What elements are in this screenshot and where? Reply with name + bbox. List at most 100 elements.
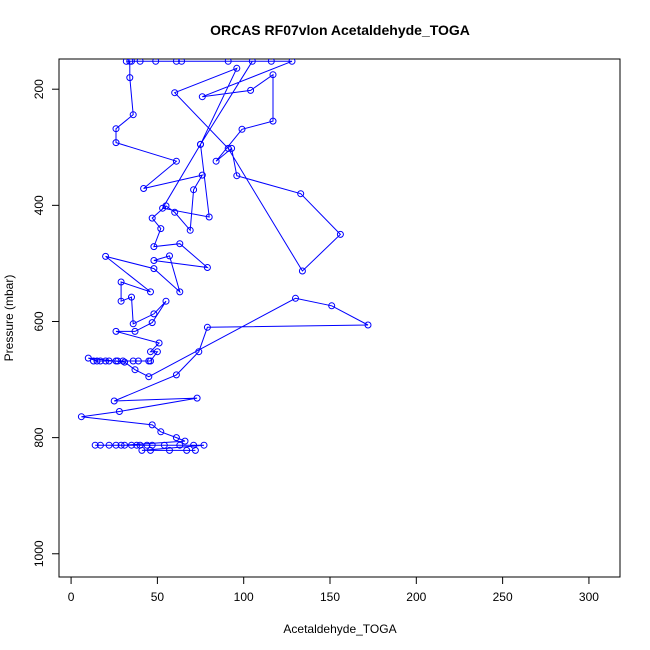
data-point xyxy=(364,321,372,329)
data-point xyxy=(288,59,296,65)
data-point xyxy=(131,327,139,335)
plot-frame xyxy=(58,58,621,578)
data-point xyxy=(131,366,139,374)
data-point xyxy=(129,357,137,365)
plot-area xyxy=(77,59,372,454)
data-point xyxy=(186,226,194,234)
data-point xyxy=(176,288,184,296)
data-point xyxy=(172,434,180,442)
data-point xyxy=(155,339,163,347)
data-point xyxy=(112,125,120,133)
data-point xyxy=(193,394,201,402)
data-point xyxy=(195,348,203,356)
data-point xyxy=(148,319,156,327)
data-point xyxy=(115,408,123,415)
data-point xyxy=(129,111,137,119)
data-point xyxy=(172,371,180,379)
data-point xyxy=(147,357,154,365)
x-tick-label: 200 xyxy=(406,590,426,604)
data-point xyxy=(150,310,158,318)
y-tick-label: 800 xyxy=(32,427,46,447)
data-point xyxy=(119,357,127,365)
data-point xyxy=(143,441,151,449)
data-point xyxy=(133,441,141,449)
data-point xyxy=(148,214,156,222)
data-point xyxy=(224,59,232,65)
data-point xyxy=(200,441,208,449)
data-point xyxy=(269,71,277,79)
x-tick-label: 100 xyxy=(234,590,254,604)
data-point xyxy=(247,86,255,94)
data-point xyxy=(212,157,220,165)
data-point xyxy=(172,157,180,165)
data-point xyxy=(96,441,104,449)
data-point xyxy=(147,348,154,356)
data-point xyxy=(160,441,168,449)
data-point xyxy=(128,59,135,65)
data-point xyxy=(328,302,336,310)
data-point xyxy=(122,59,130,65)
data-point xyxy=(150,265,158,273)
y-tick-label: 400 xyxy=(32,195,46,215)
data-point xyxy=(152,59,160,65)
data-point xyxy=(297,190,305,198)
data-point xyxy=(117,441,125,449)
data-point xyxy=(292,294,299,302)
data-point xyxy=(102,357,110,365)
data-point xyxy=(140,185,148,192)
data-point xyxy=(136,59,144,65)
data-point xyxy=(112,139,120,147)
data-point xyxy=(91,441,99,449)
data-point xyxy=(190,441,198,449)
data-point xyxy=(162,297,170,305)
data-point xyxy=(96,357,104,365)
data-point xyxy=(147,288,154,296)
data-point xyxy=(238,125,246,133)
data-point xyxy=(77,413,85,421)
data-point xyxy=(148,421,156,429)
data-point xyxy=(128,441,135,449)
data-point xyxy=(233,172,241,180)
data-point xyxy=(198,171,206,179)
data-point xyxy=(197,140,204,148)
data-point xyxy=(126,74,134,82)
data-point xyxy=(178,59,186,65)
data-point xyxy=(121,358,129,366)
x-tick-label: 250 xyxy=(493,590,513,604)
data-point xyxy=(93,357,101,365)
data-point xyxy=(176,240,184,248)
y-tick-label: 1000 xyxy=(32,540,46,567)
chart-title: ORCAS RF07vlon Acetaldehyde_TOGA xyxy=(210,22,470,38)
data-point xyxy=(129,320,137,328)
data-point xyxy=(136,441,144,449)
data-point xyxy=(166,446,173,454)
x-tick-label: 150 xyxy=(320,590,340,604)
data-point xyxy=(117,297,125,305)
data-point xyxy=(172,59,180,65)
data-point xyxy=(112,441,120,449)
data-point xyxy=(121,441,129,449)
data-point xyxy=(159,204,167,212)
data-point xyxy=(190,186,198,194)
data-point xyxy=(157,428,165,436)
data-point xyxy=(205,213,213,221)
data-point xyxy=(228,144,236,152)
data-point xyxy=(269,117,277,125)
data-point xyxy=(90,357,97,365)
y-axis: 200 400 600 800 1000 xyxy=(32,79,59,567)
data-point xyxy=(248,59,256,65)
data-point xyxy=(134,357,142,365)
data-point xyxy=(150,243,158,251)
data-point xyxy=(233,64,241,72)
data-point xyxy=(224,144,232,152)
series-group xyxy=(77,59,372,454)
data-point xyxy=(176,441,184,449)
data-point xyxy=(181,437,189,445)
data-point xyxy=(84,354,92,362)
data-point xyxy=(171,208,179,216)
data-point xyxy=(105,441,113,449)
data-point xyxy=(336,230,344,238)
data-point xyxy=(166,252,173,260)
